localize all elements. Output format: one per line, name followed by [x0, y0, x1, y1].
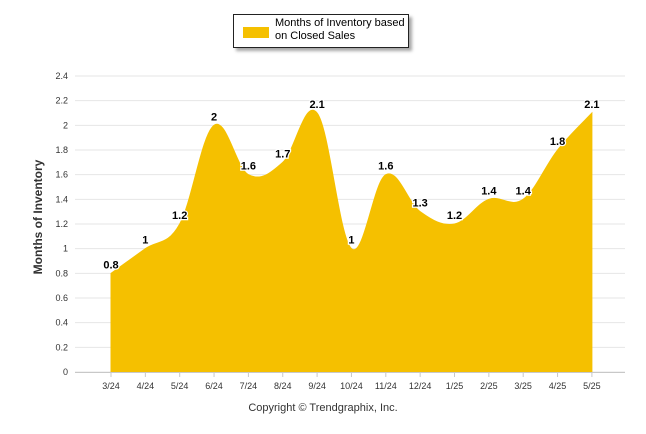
data-label: 1.4: [516, 185, 532, 197]
series-area-shape: [110, 109, 593, 373]
y-tick-label: 1.8: [55, 145, 68, 155]
x-axis: 3/24 4/24 5/24 6/24 7/24 8/24 9/24 10/24 11/24 12…: [75, 372, 625, 391]
data-labels: 0.8 1 1.2 2 1.6 1.7 2.1 1 1.6 1.3 1.2 1.4 1.4 1.8 2.1: [102, 98, 601, 273]
y-tick-label: 0.4: [55, 318, 68, 328]
data-label: 1.6: [378, 161, 393, 173]
x-tick-label: 8/24: [274, 381, 292, 391]
y-tick-label: 0.8: [55, 268, 68, 278]
y-tick-label: 2.4: [55, 71, 68, 81]
legend-label: Months of Inventory based on Closed Sale…: [275, 17, 405, 42]
x-tick-label: 11/24: [375, 381, 397, 391]
data-label: 1.8: [550, 136, 565, 148]
x-tick-label: 3/24: [102, 381, 120, 391]
y-axis-title: Months of Inventory: [31, 159, 45, 275]
x-tick-label: 4/25: [549, 381, 567, 391]
data-label: 1.2: [172, 210, 187, 222]
data-label: 1: [142, 235, 148, 247]
legend-swatch: [243, 27, 269, 38]
data-label: 0.8: [103, 259, 118, 271]
x-tick-label: 10/24: [340, 381, 363, 391]
y-tick-label: 0.6: [55, 293, 68, 303]
x-tick-label: 2/25: [480, 381, 498, 391]
y-axis-ticks: 0 0.2 0.4 0.6 0.8 1 1.2 1.4 1.6 1.8 2 2.2 2.4: [55, 71, 68, 377]
copyright-text: Copyright © Trendgraphix, Inc.: [248, 402, 398, 414]
x-tick-label: 5/24: [171, 381, 189, 391]
data-label: 1.6: [241, 161, 256, 173]
y-tick-label: 0.2: [55, 342, 68, 352]
x-tick-label: 3/25: [514, 381, 532, 391]
data-label: 1: [348, 235, 354, 247]
data-label: 2.1: [584, 99, 599, 111]
y-tick-label: 2: [63, 120, 68, 130]
x-tick-label: 7/24: [240, 381, 258, 391]
y-tick-label: 1: [63, 244, 68, 254]
data-label: 1.2: [447, 210, 462, 222]
x-tick-label: 1/25: [446, 381, 464, 391]
y-tick-label: 0: [63, 367, 68, 377]
x-tick-label: 6/24: [205, 381, 223, 391]
data-label: 1.3: [413, 198, 428, 210]
series-area: [110, 109, 593, 373]
y-tick-label: 1.6: [55, 170, 68, 180]
data-label: 2: [211, 111, 217, 123]
x-tick-label: 9/24: [308, 381, 326, 391]
y-tick-label: 2.2: [55, 96, 68, 106]
x-tick-label: 4/24: [137, 381, 155, 391]
y-tick-label: 1.2: [55, 219, 68, 229]
x-tick-label: 5/25: [583, 381, 601, 391]
data-label: 2.1: [309, 99, 324, 111]
data-label: 1.4: [481, 185, 497, 197]
x-tick-label: 12/24: [409, 381, 432, 391]
y-tick-label: 1.4: [55, 194, 68, 204]
legend[interactable]: Months of Inventory based on Closed Sale…: [233, 14, 409, 48]
data-label: 1.7: [275, 148, 290, 160]
